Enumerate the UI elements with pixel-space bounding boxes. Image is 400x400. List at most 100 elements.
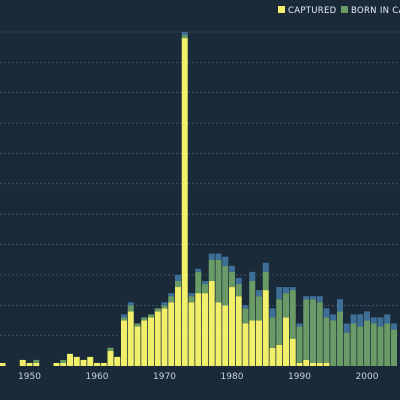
bar-captured-1957 <box>73 356 80 366</box>
bar-captured-1990 <box>296 362 303 366</box>
bar-born-in-captivity-1997 <box>343 332 350 366</box>
bar-born-in-captivity-1987 <box>276 299 283 345</box>
bar-captured-1978 <box>215 302 222 366</box>
bar-born-in-captivity-1986 <box>269 317 276 348</box>
bar-other-1972 <box>175 274 181 281</box>
bar-born-in-captivity-1984 <box>256 296 262 321</box>
bar-captured-1959 <box>87 356 94 366</box>
bar-born-in-captivity-2001 <box>370 323 377 366</box>
bar-born-in-captivity-1967 <box>141 317 148 321</box>
bar-born-in-captivity-1965 <box>127 305 134 312</box>
bar-born-in-captivity-1976 <box>202 284 208 294</box>
bar-born-in-captivity-1994 <box>323 317 330 363</box>
bar-other-1987 <box>276 287 283 300</box>
bar-captured-1982 <box>242 323 249 366</box>
bar-other-1994 <box>323 308 330 318</box>
bar-born-in-captivity-1982 <box>242 308 249 324</box>
bar-other-2003 <box>384 314 391 324</box>
bar-captured-1971 <box>168 302 175 366</box>
bar-captured-1980 <box>229 287 235 366</box>
bar-captured-1962 <box>107 350 114 366</box>
bar-captured-1975 <box>195 293 202 366</box>
bar-captured-1987 <box>276 344 283 366</box>
bar-other-1975 <box>195 268 202 272</box>
bar-other-1973 <box>181 32 188 36</box>
bar-other-1964 <box>121 314 127 318</box>
bar-captured-1946 <box>0 362 6 366</box>
bar-born-in-captivity-1969 <box>154 308 161 312</box>
x-tick-label-1950: 1950 <box>18 372 41 382</box>
bar-other-1989 <box>289 287 296 291</box>
bar-captured-1969 <box>154 311 161 366</box>
bar-other-1974 <box>188 293 195 297</box>
x-tick-label-1970: 1970 <box>153 372 176 382</box>
bar-captured-1951 <box>33 362 40 366</box>
legend-swatch-born-in-captivity <box>341 6 348 13</box>
bar-captured-1964 <box>121 320 127 366</box>
bar-captured-1988 <box>283 317 289 366</box>
bar-captured-1973 <box>181 38 188 366</box>
bar-other-1980 <box>229 265 235 272</box>
bar-captured-1979 <box>222 305 229 366</box>
bar-born-in-captivity-1964 <box>121 317 127 321</box>
bar-other-2002 <box>377 317 384 327</box>
bar-other-1977 <box>208 253 215 260</box>
bar-other-1999 <box>357 314 364 327</box>
x-tick-label-1980: 1980 <box>221 372 244 382</box>
legend-label-born-in-captivity: BORN IN CAPTIVITY <box>351 6 400 16</box>
bar-other-1978 <box>215 253 222 260</box>
bar-captured-1985 <box>262 290 269 366</box>
bar-other-1997 <box>343 323 350 333</box>
bar-born-in-captivity-1979 <box>222 265 229 306</box>
bar-born-in-captivity-1955 <box>60 359 67 363</box>
bar-born-in-captivity-1985 <box>262 271 269 291</box>
bar-captured-1963 <box>114 356 121 366</box>
bar-captured-1974 <box>188 302 195 366</box>
bar-captured-1983 <box>249 320 256 366</box>
bar-born-in-captivity-1983 <box>249 280 256 321</box>
bar-born-in-captivity-1989 <box>289 290 296 339</box>
bar-born-in-captivity-1966 <box>134 323 141 327</box>
bar-born-in-captivity-1971 <box>168 296 175 303</box>
bar-captured-1994 <box>323 362 330 366</box>
bar-other-2001 <box>370 317 377 324</box>
bar-captured-1989 <box>289 338 296 366</box>
bar-born-in-captivity-1978 <box>215 259 222 303</box>
bar-other-1996 <box>337 299 343 312</box>
bar-born-in-captivity-2004 <box>391 329 397 366</box>
bar-born-in-captivity-1998 <box>350 323 357 366</box>
bar-born-in-captivity-1996 <box>337 311 343 366</box>
bar-captured-1961 <box>100 362 107 366</box>
bar-captured-1950 <box>26 362 33 366</box>
bar-born-in-captivity-1980 <box>229 271 235 288</box>
bar-born-in-captivity-1992 <box>310 299 316 363</box>
bar-captured-1981 <box>235 296 242 366</box>
x-tick-label-1990: 1990 <box>288 372 311 382</box>
bar-captured-1968 <box>148 317 154 366</box>
bar-captured-1958 <box>80 359 87 366</box>
bar-captured-1976 <box>202 293 208 366</box>
bar-born-in-captivity-2002 <box>377 326 384 366</box>
bar-captured-1986 <box>269 347 276 366</box>
bar-captured-1955 <box>60 362 67 366</box>
bar-captured-1970 <box>161 308 168 366</box>
bar-born-in-captivity-1975 <box>195 271 202 294</box>
bar-other-1983 <box>249 271 256 281</box>
bar-captured-1966 <box>134 326 141 366</box>
bar-other-1971 <box>168 293 175 297</box>
bar-born-in-captivity-1962 <box>107 347 114 351</box>
bar-captured-1956 <box>67 353 73 366</box>
bar-other-2000 <box>364 311 370 321</box>
bar-born-in-captivity-1999 <box>357 326 364 366</box>
bar-other-1965 <box>127 302 134 306</box>
bar-captured-1972 <box>175 287 181 366</box>
bar-other-2004 <box>391 323 397 330</box>
bar-born-in-captivity-1988 <box>283 293 289 318</box>
legend-label-captured: CAPTURED <box>288 6 337 16</box>
bar-born-in-captivity-1991 <box>303 299 310 360</box>
bar-other-1985 <box>262 262 269 272</box>
bar-born-in-captivity-1974 <box>188 296 195 303</box>
bar-captured-1993 <box>316 362 323 366</box>
x-axis-ticks: 1950 1960 1970 1980 1990 2000 <box>18 372 379 382</box>
